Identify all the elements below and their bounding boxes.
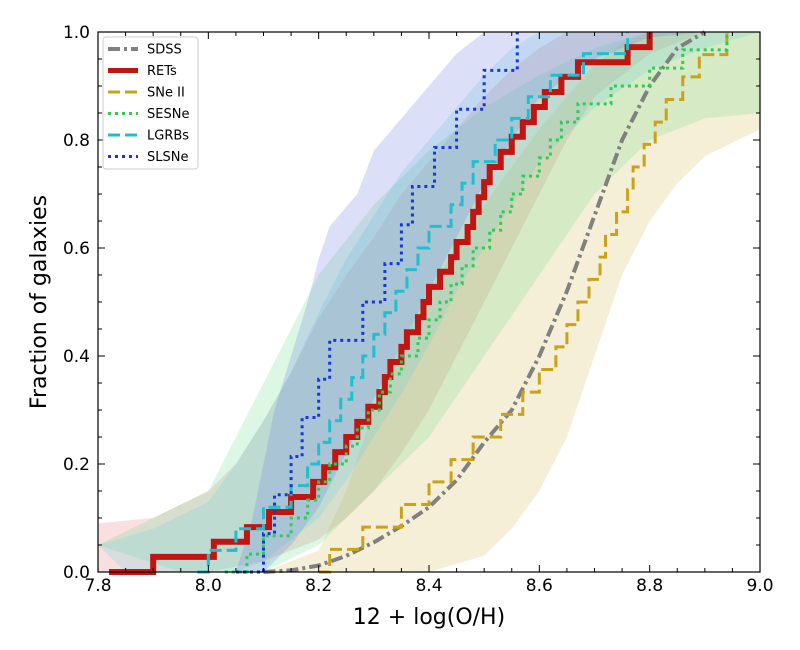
- x-tick-label: 8.8: [636, 576, 663, 596]
- y-tick-labels: 0.0 0.2 0.4 0.6 0.8 1.0: [63, 23, 90, 583]
- series-sne-ii-line: [318, 32, 729, 574]
- series-slsne-line: [235, 32, 519, 574]
- legend-label-slsne: SLSNe: [147, 150, 188, 165]
- legend-label-rets: RETs: [147, 64, 177, 79]
- x-tick-label: 9.0: [746, 576, 773, 596]
- y-tick-label: 0.8: [63, 131, 90, 151]
- slsne-band-area: [153, 32, 760, 572]
- y-tick-label: 0.6: [63, 239, 90, 259]
- y-tick-label: 0.2: [63, 455, 90, 475]
- y-tick-label: 0.4: [63, 347, 90, 367]
- series-sesne-line: [224, 32, 729, 574]
- series-lines: [109, 30, 729, 575]
- x-tick-label: 8.2: [305, 576, 332, 596]
- series-rets-line: [109, 32, 653, 575]
- legend-label-sesne: SESNe: [147, 107, 189, 122]
- x-tick-label: 8.4: [415, 576, 442, 596]
- x-tick-label: 7.8: [84, 576, 111, 596]
- y-tick-label: 0.0: [63, 563, 90, 583]
- y-tick-label: 1.0: [63, 23, 90, 43]
- legend-label-sdss: SDSS: [147, 43, 182, 58]
- x-tick-label: 8.6: [526, 576, 553, 596]
- x-tick-label: 8.0: [195, 576, 222, 596]
- series-sdss-line: [263, 30, 706, 574]
- legend-label-sne-ii: SNe II: [147, 86, 185, 101]
- axis-ticks: [97, 31, 761, 573]
- legend: SDSS RETs SNe II SESNe LGRBs SLSNe: [102, 36, 199, 170]
- y-axis-label: Fraction of galaxies: [27, 195, 52, 409]
- legend-label-lgrbs: LGRBs: [147, 129, 189, 144]
- x-axis-label: 12 + log(O/H): [353, 605, 505, 630]
- x-tick-labels: 7.8 8.0 8.2 8.4 8.6 8.8 9.0: [84, 576, 773, 596]
